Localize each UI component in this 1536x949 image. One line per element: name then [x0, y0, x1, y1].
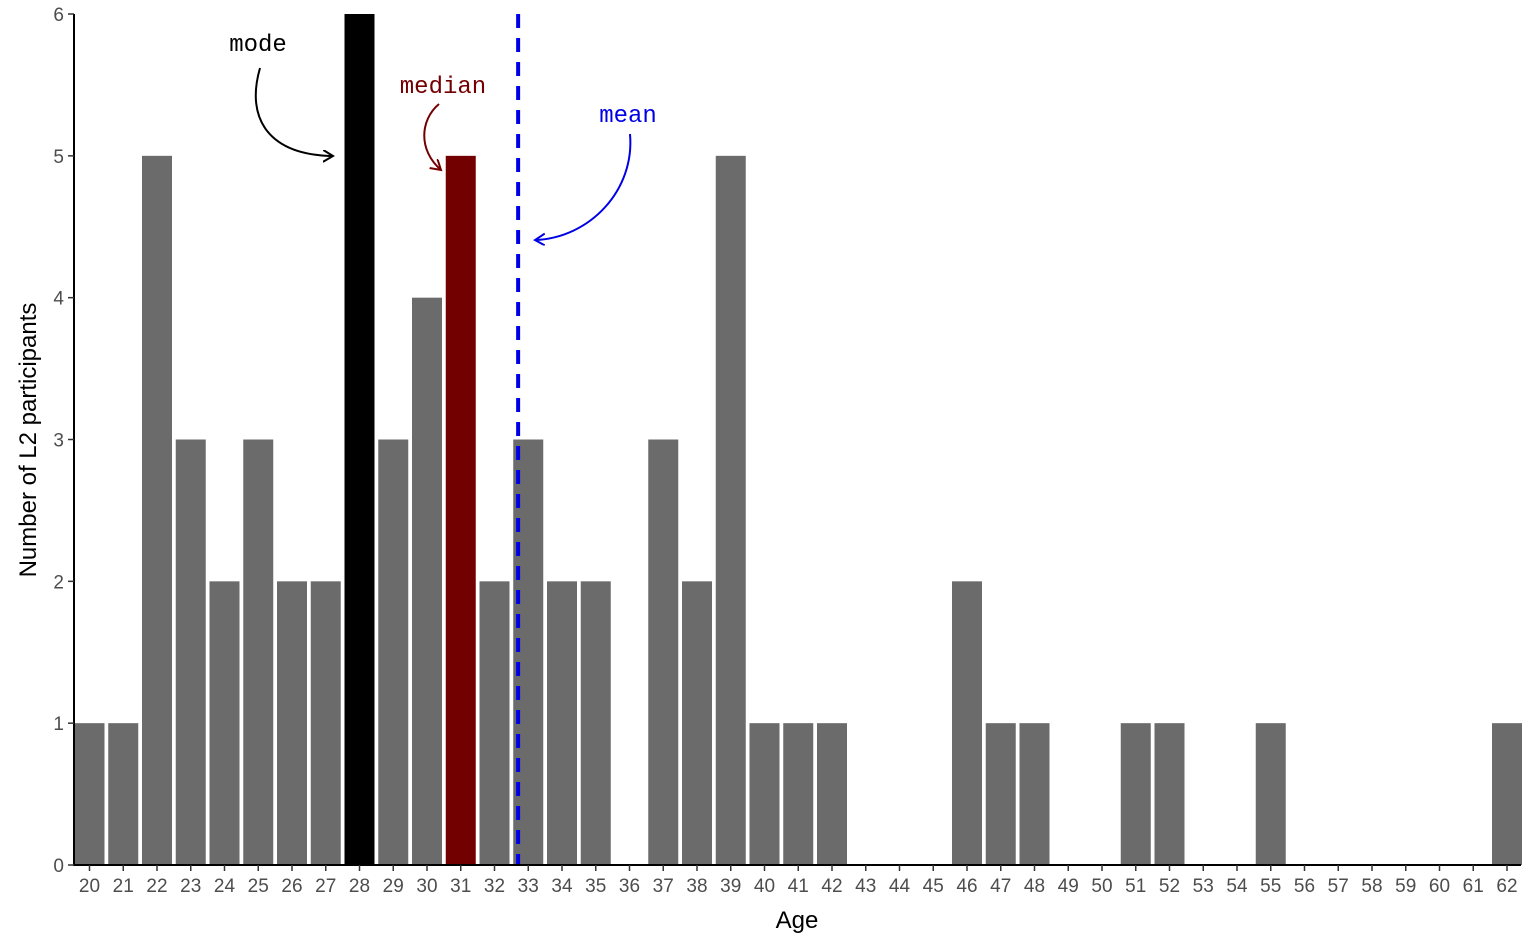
y-tick-label: 0	[53, 856, 64, 877]
y-tick-label: 5	[53, 147, 64, 168]
mean-annotation-arrow	[535, 133, 632, 240]
x-tick-label: 30	[416, 876, 437, 897]
x-tick-label: 39	[720, 876, 741, 897]
x-tick-label: 21	[113, 876, 134, 897]
bar-age-30	[412, 297, 442, 866]
x-tick-label: 40	[754, 876, 775, 897]
mode-bar-age-28	[344, 14, 375, 865]
y-axis-title: Number of L2 participants	[15, 303, 42, 578]
bar-age-40	[749, 723, 780, 865]
bar-age-51	[1120, 723, 1151, 865]
x-tick-label: 43	[855, 876, 876, 897]
y-tick-label: 6	[53, 5, 64, 26]
x-tick-label: 23	[180, 876, 201, 897]
bar-age-32	[479, 581, 510, 865]
bar-age-29	[378, 439, 409, 865]
bar-age-26	[277, 581, 307, 865]
median-annotation-arrow	[423, 103, 441, 170]
x-tick-label: 42	[821, 876, 842, 897]
x-tick-label: 41	[788, 876, 809, 897]
median-bar-age-31	[445, 155, 476, 866]
x-tick-label: 24	[214, 876, 236, 897]
x-tick-label: 26	[281, 876, 302, 897]
y-axis-ticks: 0 1 2 3 4 5 6	[53, 5, 74, 877]
x-tick-label: 25	[248, 876, 269, 897]
bar-age-23	[175, 439, 206, 865]
x-tick-label: 54	[1226, 876, 1248, 897]
x-tick-label: 55	[1260, 876, 1281, 897]
x-tick-label: 48	[1024, 876, 1045, 897]
bar-age-25	[243, 439, 274, 865]
x-tick-label: 46	[956, 876, 977, 897]
x-tick-label: 61	[1463, 876, 1484, 897]
x-tick-label: 53	[1193, 876, 1214, 897]
x-tick-label: 29	[383, 876, 404, 897]
bar-age-35	[580, 581, 611, 865]
y-tick-label: 2	[53, 572, 64, 593]
y-tick-label: 4	[53, 289, 64, 310]
x-tick-label: 38	[686, 876, 707, 897]
bar-age-22	[142, 155, 172, 866]
y-tick-label: 3	[53, 431, 64, 452]
x-tick-label: 31	[450, 876, 471, 897]
bar-age-48	[1019, 723, 1050, 865]
x-tick-label: 62	[1496, 876, 1517, 897]
x-tick-label: 51	[1125, 876, 1146, 897]
bar-series	[74, 14, 1522, 866]
x-tick-label: 58	[1361, 876, 1382, 897]
mean-annotation-label: mean	[599, 103, 657, 130]
median-annotation-label: median	[400, 74, 486, 101]
x-tick-label: 60	[1429, 876, 1450, 897]
bar-age-39	[715, 155, 746, 866]
x-axis-ticks: 20 21 22 23 24 25 26 27 28 29 30 31 32 33 34 35 36 37 38 39…	[79, 865, 1518, 897]
mode-annotation-label: mode	[229, 32, 287, 59]
x-tick-label: 34	[551, 876, 573, 897]
bar-age-37	[648, 439, 679, 865]
x-tick-label: 56	[1294, 876, 1315, 897]
x-tick-label: 52	[1159, 876, 1180, 897]
x-tick-label: 37	[653, 876, 674, 897]
x-tick-label: 50	[1091, 876, 1112, 897]
y-tick-label: 1	[53, 714, 64, 735]
bar-age-38	[682, 581, 712, 865]
bar-age-41	[783, 723, 814, 865]
x-tick-label: 44	[889, 876, 911, 897]
bar-age-55	[1255, 723, 1286, 865]
bar-age-24	[209, 581, 240, 865]
x-tick-label: 27	[315, 876, 336, 897]
x-tick-label: 45	[923, 876, 944, 897]
bar-age-20	[74, 723, 105, 865]
x-tick-label: 20	[79, 876, 100, 897]
x-tick-label: 33	[518, 876, 539, 897]
x-tick-label: 36	[619, 876, 640, 897]
x-tick-label: 28	[349, 876, 370, 897]
x-tick-label: 22	[146, 876, 167, 897]
x-axis-title: Age	[776, 907, 819, 934]
x-tick-label: 57	[1328, 876, 1349, 897]
bar-age-46	[952, 581, 982, 865]
bar-age-52	[1154, 723, 1185, 865]
bar-age-47	[985, 723, 1016, 865]
x-tick-label: 59	[1395, 876, 1416, 897]
bar-age-34	[547, 581, 577, 865]
x-tick-label: 47	[990, 876, 1011, 897]
x-tick-label: 35	[585, 876, 606, 897]
x-tick-label: 32	[484, 876, 505, 897]
bar-age-42	[817, 723, 847, 865]
bar-age-62	[1492, 723, 1522, 865]
mode-annotation-arrow	[254, 67, 333, 156]
bar-age-27	[310, 581, 341, 865]
bar-age-21	[108, 723, 139, 865]
x-tick-label: 49	[1058, 876, 1079, 897]
